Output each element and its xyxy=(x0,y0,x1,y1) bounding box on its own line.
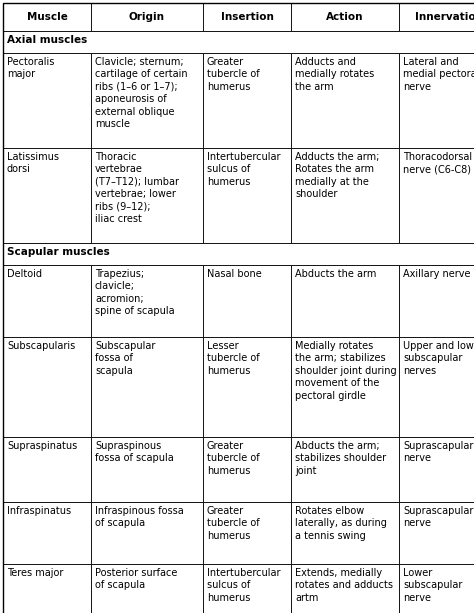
Text: Greater
tubercle of
humerus: Greater tubercle of humerus xyxy=(207,441,260,476)
Text: Lower
subscapular
nerve: Lower subscapular nerve xyxy=(403,568,462,603)
Bar xyxy=(399,337,474,437)
Text: Thoracic
vertebrae
(T7–T12); lumbar
vertebrae; lower
ribs (9–12);
iliac crest: Thoracic vertebrae (T7–T12); lumbar vert… xyxy=(95,152,179,224)
Text: Abducts the arm: Abducts the arm xyxy=(295,269,376,279)
Text: Infraspinatus: Infraspinatus xyxy=(7,506,71,516)
Bar xyxy=(3,564,91,613)
Text: Medially rotates
the arm; stabilizes
shoulder joint during
movement of the
pecto: Medially rotates the arm; stabilizes sho… xyxy=(295,341,397,401)
Bar xyxy=(291,53,399,148)
Bar xyxy=(91,337,203,437)
Text: Lateral and
medial pectoral
nerve: Lateral and medial pectoral nerve xyxy=(403,57,474,92)
Bar xyxy=(3,3,91,31)
Text: Posterior surface
of scapula: Posterior surface of scapula xyxy=(95,568,177,590)
Text: Origin: Origin xyxy=(129,12,165,22)
Bar xyxy=(399,3,474,31)
Text: Greater
tubercle of
humerus: Greater tubercle of humerus xyxy=(207,57,260,92)
Text: Muscle: Muscle xyxy=(27,12,67,22)
Bar xyxy=(291,337,399,437)
Bar xyxy=(3,337,91,437)
Text: Rotates elbow
laterally, as during
a tennis swing: Rotates elbow laterally, as during a ten… xyxy=(295,506,387,541)
Bar xyxy=(91,148,203,243)
Bar xyxy=(3,243,474,265)
Text: Abducts the arm;
stabilizes shoulder
joint: Abducts the arm; stabilizes shoulder joi… xyxy=(295,441,386,476)
Bar xyxy=(291,564,399,613)
Bar xyxy=(203,564,291,613)
Text: Clavicle; sternum;
cartilage of certain
ribs (1–6 or 1–7);
aponeurosis of
extern: Clavicle; sternum; cartilage of certain … xyxy=(95,57,188,129)
Text: Greater
tubercle of
humerus: Greater tubercle of humerus xyxy=(207,506,260,541)
Text: Extends, medially
rotates and adducts
artm: Extends, medially rotates and adducts ar… xyxy=(295,568,393,603)
Text: Subscapular
fossa of
scapula: Subscapular fossa of scapula xyxy=(95,341,155,376)
Text: Insertion: Insertion xyxy=(220,12,273,22)
Bar xyxy=(91,265,203,337)
Bar xyxy=(203,437,291,502)
Bar xyxy=(399,265,474,337)
Bar xyxy=(399,148,474,243)
Text: Action: Action xyxy=(326,12,364,22)
Bar xyxy=(203,53,291,148)
Bar xyxy=(91,437,203,502)
Bar xyxy=(203,3,291,31)
Bar xyxy=(3,53,91,148)
Text: Adducts and
medially rotates
the arm: Adducts and medially rotates the arm xyxy=(295,57,374,92)
Text: Suprascapular
nerve: Suprascapular nerve xyxy=(403,441,474,463)
Text: Supraspinous
fossa of scapula: Supraspinous fossa of scapula xyxy=(95,441,174,463)
Bar xyxy=(291,437,399,502)
Bar xyxy=(399,437,474,502)
Text: Teres major: Teres major xyxy=(7,568,64,578)
Bar xyxy=(91,53,203,148)
Text: Scapular muscles: Scapular muscles xyxy=(7,247,110,257)
Text: Innervation: Innervation xyxy=(415,12,474,22)
Text: Pectoralis
major: Pectoralis major xyxy=(7,57,55,80)
Text: Nasal bone: Nasal bone xyxy=(207,269,262,279)
Bar xyxy=(3,437,91,502)
Text: Intertubercular
sulcus of
humerus: Intertubercular sulcus of humerus xyxy=(207,152,281,187)
Text: Trapezius;
clavicle;
acromion;
spine of scapula: Trapezius; clavicle; acromion; spine of … xyxy=(95,269,174,316)
Bar xyxy=(399,502,474,564)
Bar xyxy=(291,3,399,31)
Text: Supraspinatus: Supraspinatus xyxy=(7,441,77,451)
Bar xyxy=(291,265,399,337)
Bar xyxy=(399,53,474,148)
Text: Suprascapular
nerve: Suprascapular nerve xyxy=(403,506,474,528)
Bar xyxy=(3,265,91,337)
Text: Adducts the arm;
Rotates the arm
medially at the
shoulder: Adducts the arm; Rotates the arm mediall… xyxy=(295,152,379,199)
Bar xyxy=(3,31,474,53)
Bar xyxy=(91,3,203,31)
Bar xyxy=(3,502,91,564)
Bar xyxy=(91,502,203,564)
Text: Latissimus
dorsi: Latissimus dorsi xyxy=(7,152,59,175)
Text: Infraspinous fossa
of scapula: Infraspinous fossa of scapula xyxy=(95,506,184,528)
Bar xyxy=(91,564,203,613)
Bar xyxy=(203,337,291,437)
Text: Axial muscles: Axial muscles xyxy=(7,35,87,45)
Bar xyxy=(399,564,474,613)
Bar xyxy=(203,502,291,564)
Text: Axillary nerve: Axillary nerve xyxy=(403,269,471,279)
Bar xyxy=(203,265,291,337)
Text: Deltoid: Deltoid xyxy=(7,269,42,279)
Bar xyxy=(291,502,399,564)
Text: Upper and lower
subscapular
nerves: Upper and lower subscapular nerves xyxy=(403,341,474,376)
Bar xyxy=(291,148,399,243)
Text: Thoracodorsal
nerve (C6-C8): Thoracodorsal nerve (C6-C8) xyxy=(403,152,472,175)
Text: Lesser
tubercle of
humerus: Lesser tubercle of humerus xyxy=(207,341,260,376)
Text: Subscapularis: Subscapularis xyxy=(7,341,75,351)
Bar xyxy=(203,148,291,243)
Text: Intertubercular
sulcus of
humerus: Intertubercular sulcus of humerus xyxy=(207,568,281,603)
Bar xyxy=(3,148,91,243)
